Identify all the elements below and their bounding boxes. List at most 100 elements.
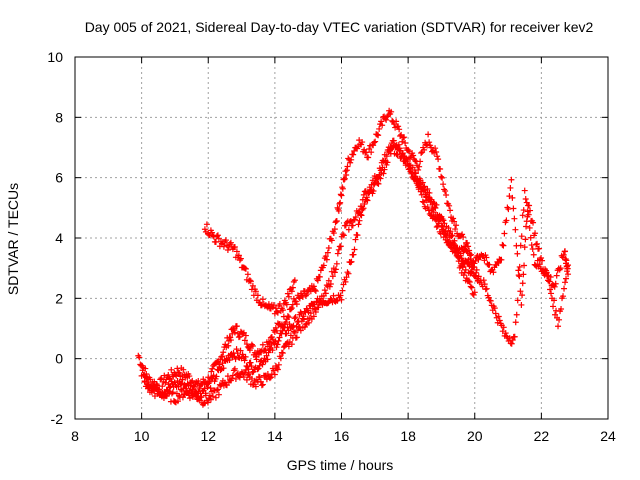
data-point [342,278,349,285]
data-point [447,228,454,235]
data-point [284,313,291,320]
data-point [185,392,192,399]
data-point [363,194,370,201]
data-point [375,174,382,181]
data-point [460,234,467,241]
data-point [367,187,374,194]
data-point [345,270,352,277]
data-point [307,310,314,317]
data-point [500,242,507,249]
data-point [343,219,350,226]
data-point [213,373,220,380]
data-point [285,293,292,300]
data-point [243,376,250,383]
data-point [279,327,286,334]
data-point [174,398,181,405]
data-point [173,372,180,379]
data-point [343,172,350,179]
data-point [348,156,355,163]
data-point [311,305,318,312]
data-point [526,224,533,231]
data-point [451,218,458,225]
data-point [143,380,150,387]
data-point [245,370,252,377]
data-point [335,207,342,214]
data-point [368,186,375,193]
data-point [503,217,510,224]
data-point [528,242,535,249]
data-point [356,209,363,216]
data-point [565,271,572,278]
data-point [521,244,528,251]
data-point [460,257,467,264]
data-point [563,257,570,264]
data-point [437,230,444,237]
x-tick-label: 14 [267,428,283,444]
data-point [288,341,295,348]
data-point [472,257,479,264]
data-point [552,311,559,318]
data-point [517,288,524,295]
data-point [346,218,353,225]
data-point [420,187,427,194]
data-point [475,256,482,263]
x-tick-label: 10 [134,428,150,444]
data-point [336,200,343,207]
data-point [206,392,213,399]
data-point [333,260,340,267]
data-point [246,347,253,354]
data-point [467,269,474,276]
data-point [271,371,278,378]
data-point [186,395,193,402]
data-point [291,315,298,322]
data-point [339,287,346,294]
data-point [310,283,317,290]
data-point [220,365,227,372]
x-tick-label: 18 [400,428,416,444]
data-point [530,219,537,226]
data-point [532,262,539,269]
data-point [555,323,562,330]
data-point [562,279,569,286]
data-point [508,340,515,347]
data-point [539,257,546,264]
data-point [224,373,231,380]
data-point [492,310,499,317]
data-point [371,139,378,146]
data-point [272,324,279,331]
data-point [325,277,332,284]
data-point [563,275,570,282]
data-point [370,142,377,149]
data-point [450,215,457,222]
data-point [520,271,527,278]
data-point [406,165,413,172]
data-point [187,382,194,389]
data-point [242,265,249,272]
data-point [368,149,375,156]
data-point [440,181,447,188]
data-point [314,277,321,284]
data-point [248,363,255,370]
data-point [299,293,306,300]
data-point [522,236,529,243]
data-point [393,118,400,125]
data-point [314,304,321,311]
data-point [524,213,531,220]
data-point [229,330,236,337]
data-point [359,139,366,146]
data-point [348,258,355,265]
data-point [380,170,387,177]
data-point [358,205,365,212]
data-point [396,145,403,152]
data-point [396,126,403,133]
data-point [365,154,372,161]
data-point [459,231,466,238]
data-point [552,280,559,287]
y-axis-label: SDTVAR / TECUs [5,183,21,295]
data-point [334,297,341,304]
data-point [481,281,488,288]
data-point [412,157,419,164]
data-point [343,167,350,174]
data-point [179,376,186,383]
data-point [312,308,319,315]
